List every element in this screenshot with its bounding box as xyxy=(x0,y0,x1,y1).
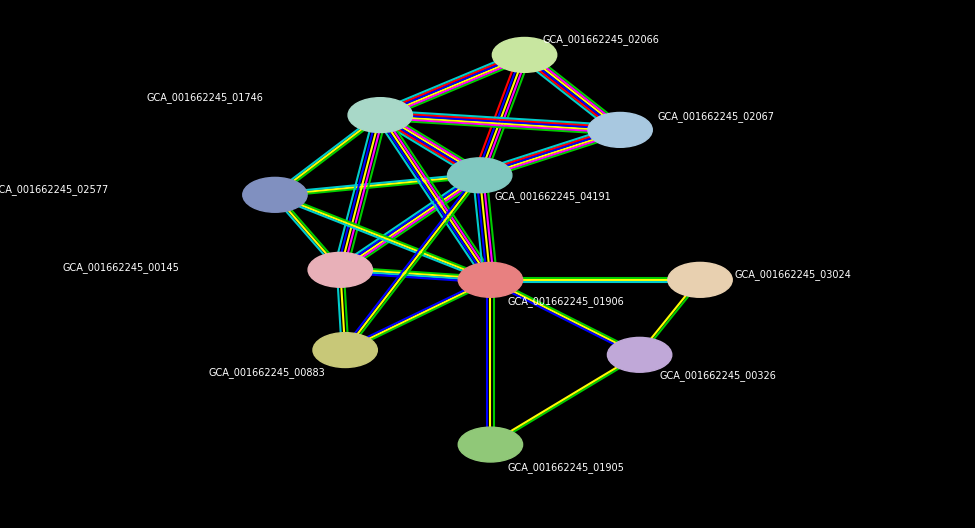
Text: GCA_001662245_03024: GCA_001662245_03024 xyxy=(734,269,851,280)
Circle shape xyxy=(448,158,512,193)
Text: GCA_001662245_02066: GCA_001662245_02066 xyxy=(542,34,659,45)
Circle shape xyxy=(458,262,523,297)
Circle shape xyxy=(243,177,307,212)
Circle shape xyxy=(313,333,377,367)
Text: GCA_001662245_01746: GCA_001662245_01746 xyxy=(146,92,263,103)
Text: GCA_001662245_02067: GCA_001662245_02067 xyxy=(657,111,774,122)
Text: GCA_001662245_00326: GCA_001662245_00326 xyxy=(659,371,776,382)
Text: GCA_001662245_01906: GCA_001662245_01906 xyxy=(508,296,625,307)
Circle shape xyxy=(308,252,372,287)
Text: GCA_001662245_04191: GCA_001662245_04191 xyxy=(494,191,611,202)
Circle shape xyxy=(607,337,672,372)
Circle shape xyxy=(668,262,732,297)
Text: GCA_001662245_00145: GCA_001662245_00145 xyxy=(62,262,179,273)
Circle shape xyxy=(588,112,652,147)
Circle shape xyxy=(348,98,412,133)
Circle shape xyxy=(458,427,523,462)
Text: GCA_001662245_02577: GCA_001662245_02577 xyxy=(0,184,109,195)
Text: GCA_001662245_00883: GCA_001662245_00883 xyxy=(209,367,326,379)
Text: GCA_001662245_01905: GCA_001662245_01905 xyxy=(508,462,625,473)
Circle shape xyxy=(492,37,557,72)
